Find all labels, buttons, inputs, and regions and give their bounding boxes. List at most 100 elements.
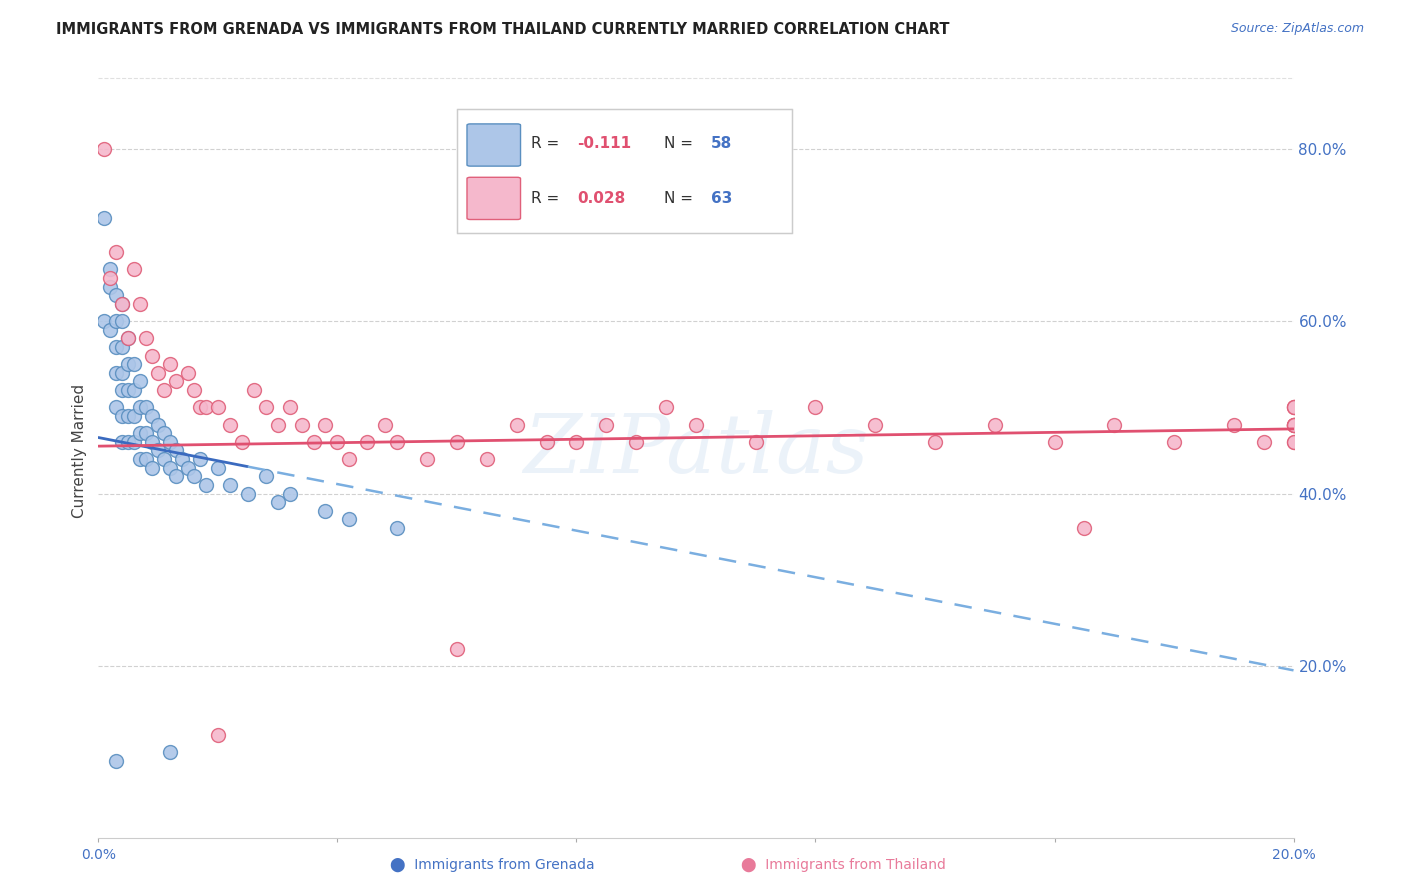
Point (124, 357, 146, 371)
Point (267, 495, 290, 509)
Point (315, 417, 337, 432)
Point (302, 434, 325, 449)
Point (117, 331, 139, 345)
Y-axis label: Currently Married: Currently Married (72, 384, 87, 517)
Point (105, 754, 128, 768)
Point (1282, 417, 1305, 432)
Point (1043, 434, 1066, 449)
Point (1282, 417, 1305, 432)
Point (243, 383, 266, 397)
Point (177, 366, 200, 380)
Point (165, 443, 187, 458)
Point (188, 401, 211, 415)
Point (1253, 434, 1275, 449)
Point (385, 434, 409, 449)
Point (129, 401, 152, 415)
Point (924, 434, 946, 449)
Point (1282, 401, 1305, 415)
Point (135, 331, 157, 345)
Point (93, 211, 115, 225)
Point (1163, 434, 1185, 449)
Point (117, 383, 139, 397)
Point (188, 452, 211, 467)
Point (315, 504, 337, 518)
Point (111, 434, 134, 449)
Point (339, 452, 361, 467)
Point (195, 478, 218, 492)
Point (254, 401, 277, 415)
Point (105, 340, 128, 354)
Point (135, 401, 157, 415)
Point (111, 297, 134, 311)
Point (117, 331, 139, 345)
Point (655, 401, 678, 415)
Point (195, 401, 218, 415)
Text: ⬤  Immigrants from Grenada: ⬤ Immigrants from Grenada (389, 858, 595, 872)
Point (153, 426, 176, 441)
Point (1282, 434, 1305, 449)
Point (183, 383, 205, 397)
Point (124, 262, 146, 277)
Point (1073, 521, 1095, 535)
Point (865, 417, 887, 432)
Point (183, 469, 205, 483)
Point (111, 366, 134, 380)
Point (98, 323, 122, 337)
Point (219, 478, 242, 492)
Point (1282, 401, 1305, 415)
Point (1282, 401, 1305, 415)
Point (124, 409, 146, 423)
Point (1223, 417, 1246, 432)
Point (685, 417, 707, 432)
Point (159, 434, 181, 449)
Point (172, 452, 194, 467)
Point (105, 245, 128, 260)
Point (93, 142, 115, 156)
Point (626, 434, 648, 449)
Point (804, 401, 827, 415)
Point (165, 375, 187, 389)
Point (135, 426, 157, 441)
Point (98, 262, 122, 277)
Point (148, 366, 170, 380)
Point (207, 401, 229, 415)
Point (1282, 417, 1305, 432)
Point (129, 375, 152, 389)
Point (254, 469, 277, 483)
Point (291, 417, 314, 432)
Point (98, 271, 122, 285)
Point (141, 349, 163, 363)
Point (536, 434, 558, 449)
Point (278, 401, 301, 415)
Point (159, 357, 181, 371)
Point (984, 417, 1007, 432)
Point (111, 314, 134, 328)
Point (111, 409, 134, 423)
Point (446, 434, 468, 449)
Point (135, 452, 157, 467)
Point (385, 521, 409, 535)
Point (446, 641, 468, 656)
Point (339, 512, 361, 526)
Point (148, 443, 170, 458)
Point (416, 452, 439, 467)
Text: ⬤  Immigrants from Thailand: ⬤ Immigrants from Thailand (741, 858, 946, 872)
Point (111, 340, 134, 354)
Point (267, 417, 290, 432)
Point (117, 357, 139, 371)
Point (129, 452, 152, 467)
Point (278, 486, 301, 500)
Point (117, 434, 139, 449)
Point (105, 288, 128, 302)
Point (356, 434, 378, 449)
Point (105, 401, 128, 415)
Point (159, 745, 181, 759)
Point (93, 314, 115, 328)
Point (98, 279, 122, 293)
Point (595, 417, 617, 432)
Point (129, 426, 152, 441)
Point (159, 460, 181, 475)
Point (565, 434, 588, 449)
Point (105, 314, 128, 328)
Point (141, 434, 163, 449)
